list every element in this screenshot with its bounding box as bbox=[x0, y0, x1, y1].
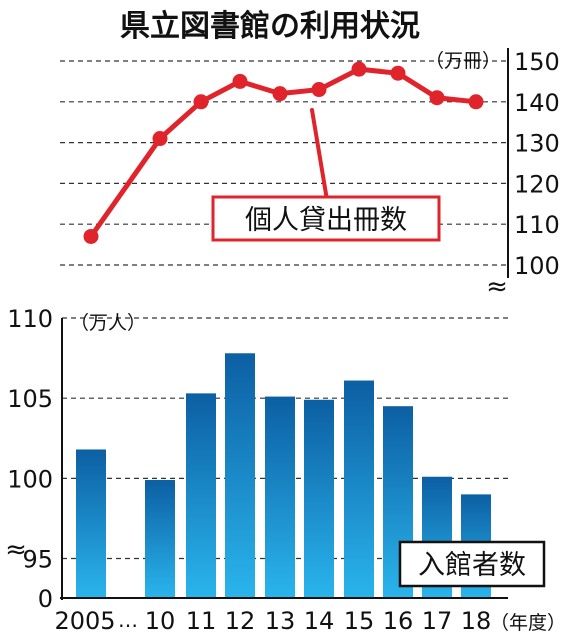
x-tick-label-17: 17 bbox=[422, 607, 453, 635]
line-point-14 bbox=[311, 82, 327, 98]
line-ytick-label-110: 110 bbox=[514, 211, 560, 239]
line-point-13 bbox=[272, 86, 288, 102]
line-point-15 bbox=[351, 61, 367, 77]
x-tick-label-14: 14 bbox=[304, 607, 335, 635]
line-callout-leader bbox=[310, 108, 329, 202]
line-point-16 bbox=[390, 65, 406, 81]
x-tick-label-10: 10 bbox=[145, 607, 176, 635]
line-point-17 bbox=[429, 90, 445, 106]
bar-ytick-label-105: 105 bbox=[7, 385, 53, 413]
bar-2005 bbox=[76, 449, 106, 597]
line-series-path bbox=[88, 66, 477, 238]
line-ytick-label-150: 150 bbox=[514, 48, 560, 76]
x-tick-label-13: 13 bbox=[265, 607, 296, 635]
line-chart-panel: 100 110 120 130 140 150 （万冊） ≈ 個人貸出冊数 bbox=[60, 48, 560, 302]
line-ytick-label-120: 120 bbox=[514, 170, 560, 198]
chart-title: 県立図書館の利用状況 bbox=[120, 9, 420, 44]
x-tick-label-15: 15 bbox=[344, 607, 375, 635]
bar-legend-label: 入館者数 bbox=[418, 550, 526, 581]
line-axis-break: ≈ bbox=[486, 272, 508, 302]
x-tick-label-2005: 2005 bbox=[54, 607, 115, 635]
bar-15 bbox=[344, 380, 374, 597]
x-tick-ellipsis: … bbox=[118, 608, 138, 632]
bar-legend-box bbox=[398, 540, 546, 588]
x-tick-label-16: 16 bbox=[383, 607, 414, 635]
line-ytick-label-130: 130 bbox=[514, 130, 560, 158]
line-legend-box bbox=[211, 195, 441, 242]
line-unit-label: （万冊） bbox=[425, 50, 501, 72]
bar-ytick-label-95: 95 bbox=[22, 546, 53, 574]
bar-13 bbox=[265, 396, 295, 597]
line-point-10 bbox=[152, 131, 168, 147]
bar-axis-break: ≈ bbox=[5, 535, 27, 565]
line-legend-label: 個人貸出冊数 bbox=[245, 205, 407, 236]
bar-10 bbox=[145, 479, 175, 597]
bar-ytick-label-110: 110 bbox=[7, 305, 53, 333]
bar-unit-label: （万人） bbox=[70, 312, 146, 334]
x-tick-label-18: 18 bbox=[461, 607, 492, 635]
line-ytick-label-100: 100 bbox=[514, 252, 560, 280]
line-point-2005 bbox=[83, 228, 99, 244]
line-point-18 bbox=[468, 94, 484, 110]
bar-12 bbox=[225, 353, 255, 597]
line-point-11 bbox=[193, 94, 209, 110]
bar-14 bbox=[304, 399, 334, 597]
bar-ytick-label-0: 0 bbox=[38, 585, 53, 613]
bar-ytick-label-100: 100 bbox=[7, 465, 53, 493]
x-tick-label-11: 11 bbox=[186, 607, 217, 635]
line-ytick-label-140: 140 bbox=[514, 89, 560, 117]
bar-chart-panel: 0 95 100 105 110 ≈ （万人） 2005 10 11 12 13 14 15 16 17 18 …… bbox=[5, 305, 566, 635]
x-axis-unit-label: （年度） bbox=[490, 612, 566, 634]
line-point-12 bbox=[232, 73, 248, 89]
x-tick-label-12: 12 bbox=[225, 607, 256, 635]
bar-11 bbox=[186, 393, 216, 597]
